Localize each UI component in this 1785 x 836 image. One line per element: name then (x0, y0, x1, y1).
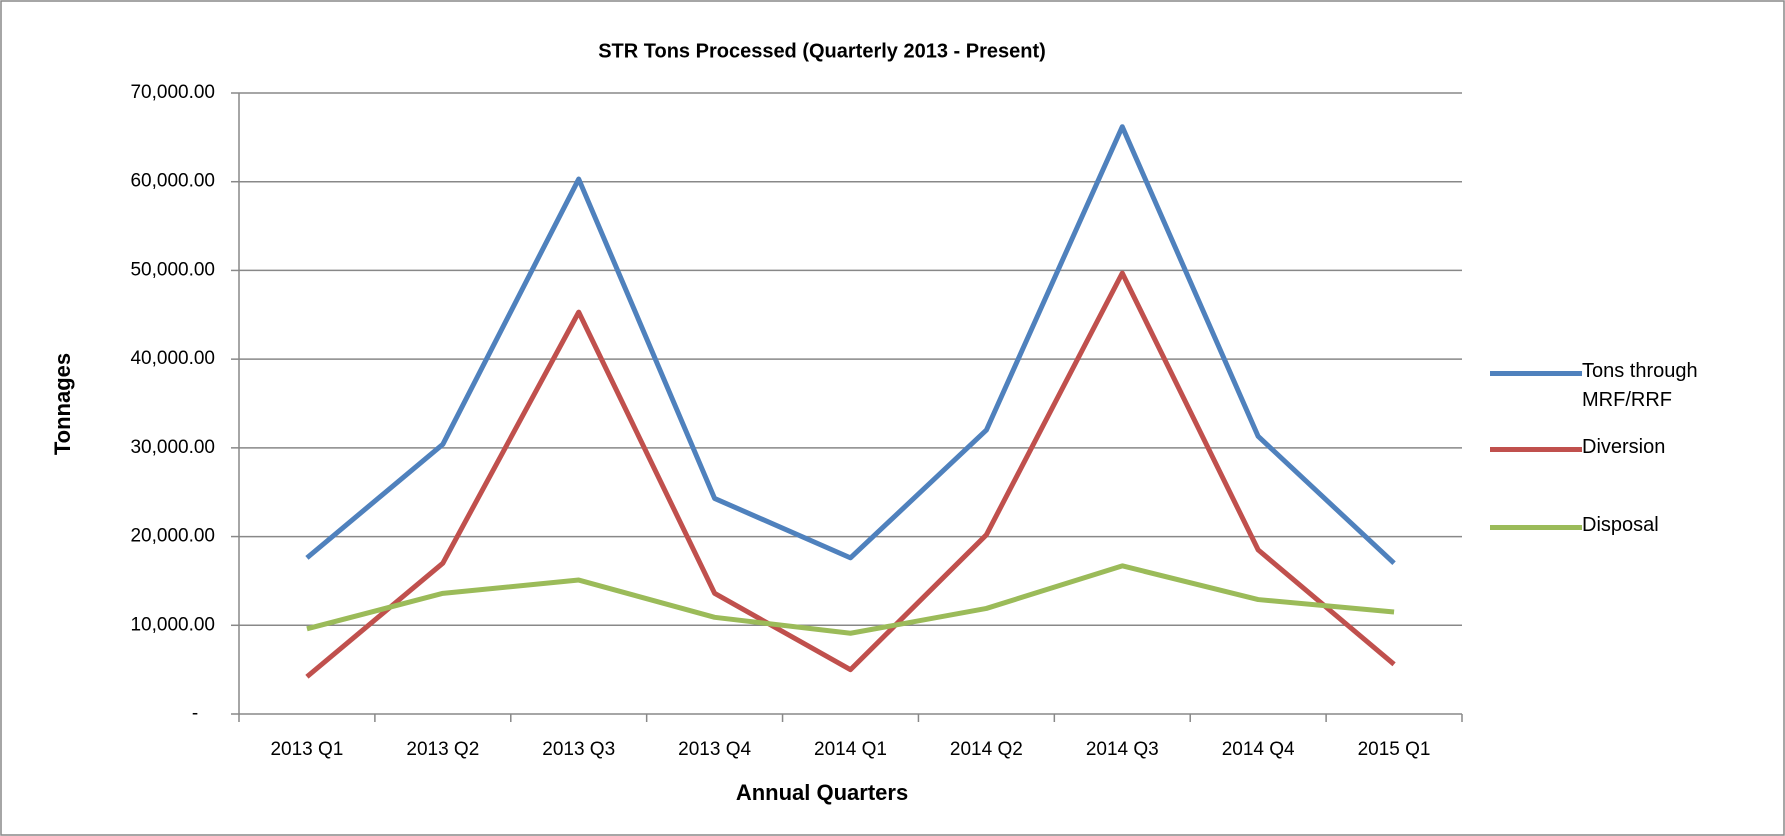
y-axis-title: Tonnages (50, 353, 75, 455)
series-line (305, 124, 1396, 566)
legend-item: Tons through MRF/RRF (1490, 360, 1742, 415)
x-tick-label: 2014 Q3 (1086, 739, 1159, 760)
y-tick-label: 60,000.00 (130, 171, 215, 192)
x-tick-label: 2013 Q2 (406, 739, 479, 760)
series-line (305, 270, 1396, 679)
chart-title: STR Tons Processed (Quarterly 2013 - Pre… (598, 40, 1046, 62)
y-tick-label: 30,000.00 (130, 437, 215, 458)
y-tick-label: - (192, 703, 198, 724)
legend-label: Tons through MRF/RRF (1582, 360, 1698, 411)
series-line (306, 563, 1395, 636)
y-tick-label: 70,000.00 (130, 82, 215, 103)
legend-label: Diversion (1582, 436, 1666, 458)
y-tick-label: 50,000.00 (130, 259, 215, 280)
y-tick-label: 20,000.00 (130, 526, 215, 547)
legend-label: Disposal (1582, 514, 1659, 536)
x-tick-label: 2015 Q1 (1358, 739, 1431, 760)
legend-item: Disposal (1490, 514, 1742, 540)
y-tick-label: 40,000.00 (130, 348, 215, 369)
legend-swatch (1490, 525, 1582, 530)
legend-item: Diversion (1490, 436, 1742, 462)
legend-swatch (1490, 371, 1582, 376)
legend-swatch (1490, 447, 1582, 452)
x-tick-label: 2013 Q4 (678, 739, 751, 760)
y-tick-label: 10,000.00 (130, 614, 215, 635)
x-tick-label: 2013 Q1 (270, 739, 343, 760)
x-axis-title: Annual Quarters (736, 780, 908, 805)
x-tick-label: 2013 Q3 (542, 739, 615, 760)
x-tick-label: 2014 Q4 (1222, 739, 1295, 760)
x-tick-label: 2014 Q2 (950, 739, 1023, 760)
x-tick-label: 2014 Q1 (814, 739, 887, 760)
